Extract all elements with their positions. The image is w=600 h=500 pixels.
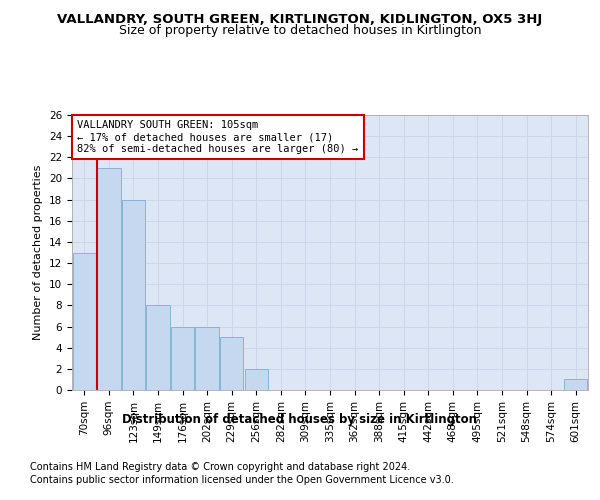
Text: VALLANDRY SOUTH GREEN: 105sqm
← 17% of detached houses are smaller (17)
82% of s: VALLANDRY SOUTH GREEN: 105sqm ← 17% of d… <box>77 120 358 154</box>
Text: Distribution of detached houses by size in Kirtlington: Distribution of detached houses by size … <box>122 412 478 426</box>
Bar <box>97 168 121 390</box>
Bar <box>146 306 170 390</box>
Bar <box>564 380 587 390</box>
Bar <box>73 252 96 390</box>
Text: Contains HM Land Registry data © Crown copyright and database right 2024.: Contains HM Land Registry data © Crown c… <box>30 462 410 472</box>
Text: VALLANDRY, SOUTH GREEN, KIRTLINGTON, KIDLINGTON, OX5 3HJ: VALLANDRY, SOUTH GREEN, KIRTLINGTON, KID… <box>58 12 542 26</box>
Bar <box>122 200 145 390</box>
Bar <box>171 326 194 390</box>
Bar <box>220 337 244 390</box>
Bar <box>245 369 268 390</box>
Y-axis label: Number of detached properties: Number of detached properties <box>34 165 43 340</box>
Text: Size of property relative to detached houses in Kirtlington: Size of property relative to detached ho… <box>119 24 481 37</box>
Bar <box>196 326 219 390</box>
Text: Contains public sector information licensed under the Open Government Licence v3: Contains public sector information licen… <box>30 475 454 485</box>
